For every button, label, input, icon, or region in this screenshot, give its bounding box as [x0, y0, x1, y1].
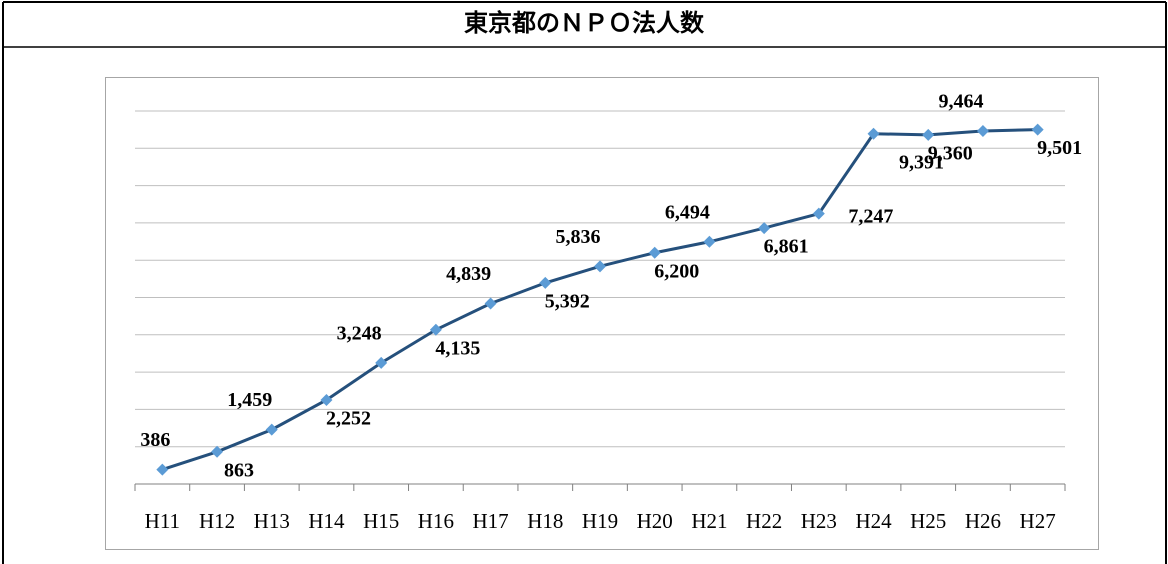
marker: [594, 260, 606, 273]
chart-title: 東京都のＮＰＯ法人数: [464, 9, 705, 37]
data-label: 9,501: [1037, 137, 1082, 159]
data-label: 4,839: [446, 263, 491, 285]
x-tick-label: H25: [910, 509, 946, 533]
x-tick-label: H13: [254, 509, 290, 533]
x-tick-label: H16: [418, 509, 454, 533]
x-tick-label: H26: [965, 509, 1001, 533]
x-tick-label: H17: [473, 509, 509, 533]
marker: [429, 323, 442, 336]
data-label: 5,836: [556, 226, 601, 248]
marker: [812, 207, 825, 220]
marker: [758, 222, 771, 235]
marker: [156, 463, 169, 476]
data-label: 9,360: [928, 142, 973, 164]
data-label: 9,464: [938, 91, 983, 113]
marker: [375, 356, 388, 369]
data-label: 9,391: [899, 151, 944, 173]
marker: [703, 235, 716, 248]
marker: [320, 394, 333, 407]
x-tick-label: H22: [746, 509, 782, 533]
data-label: 1,459: [227, 389, 272, 411]
data-label: 6,861: [764, 236, 809, 258]
data-label: 3,248: [337, 322, 382, 344]
marker: [484, 297, 497, 310]
marker: [1031, 123, 1044, 136]
marker: [539, 276, 552, 289]
x-tick-label: H20: [637, 509, 673, 533]
data-label: 7,247: [848, 205, 893, 227]
line: [161, 128, 1038, 472]
marker: [922, 128, 935, 141]
data-label: 863: [224, 459, 254, 481]
data-label: 4,135: [435, 337, 480, 359]
x-tick-label: H23: [801, 509, 837, 533]
data-label: 5,392: [545, 290, 590, 312]
marker: [867, 127, 880, 140]
x-tick-label: H14: [308, 509, 345, 533]
x-tick-label: H18: [527, 509, 563, 533]
x-tick-label: H11: [145, 509, 180, 533]
marker: [211, 445, 224, 458]
marker: [976, 124, 989, 137]
marker: [648, 246, 661, 259]
x-tick-label: H24: [855, 509, 892, 533]
x-tick-label: H21: [691, 509, 727, 533]
data-label: 2,252: [326, 408, 371, 430]
x-tick-label: H15: [363, 509, 399, 533]
x-tick-label: H19: [582, 509, 618, 533]
data-label: 6,494: [665, 201, 710, 223]
x-tick-label: H27: [1020, 509, 1056, 533]
data-label: 6,200: [654, 260, 699, 282]
data-label: 386: [140, 429, 170, 451]
plot-frame: [105, 77, 1099, 550]
marker: [265, 423, 278, 436]
x-tick-label: H12: [199, 509, 235, 533]
